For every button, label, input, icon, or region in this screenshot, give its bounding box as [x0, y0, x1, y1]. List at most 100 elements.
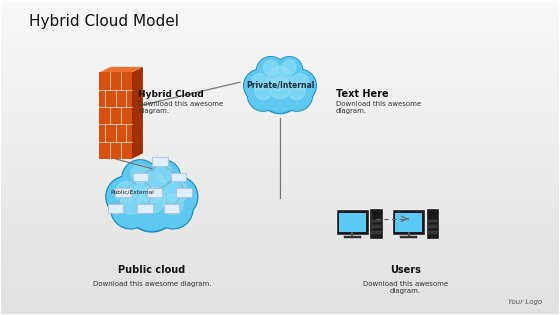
Circle shape: [107, 177, 146, 216]
Circle shape: [257, 57, 284, 85]
Circle shape: [245, 71, 275, 101]
Circle shape: [263, 60, 278, 75]
Circle shape: [128, 181, 176, 230]
FancyBboxPatch shape: [395, 213, 422, 232]
Circle shape: [259, 72, 301, 114]
Circle shape: [249, 80, 278, 110]
Circle shape: [163, 194, 183, 215]
Text: Text Here: Text Here: [336, 89, 388, 99]
FancyBboxPatch shape: [137, 204, 153, 213]
Circle shape: [277, 58, 302, 83]
Circle shape: [258, 61, 302, 106]
FancyBboxPatch shape: [428, 225, 437, 228]
Circle shape: [282, 80, 311, 110]
Circle shape: [284, 70, 316, 102]
FancyBboxPatch shape: [428, 231, 437, 234]
Circle shape: [112, 190, 150, 228]
FancyBboxPatch shape: [427, 209, 438, 238]
Circle shape: [122, 160, 158, 197]
FancyBboxPatch shape: [108, 204, 123, 213]
FancyBboxPatch shape: [371, 212, 372, 235]
FancyBboxPatch shape: [339, 213, 366, 232]
FancyBboxPatch shape: [171, 173, 186, 181]
Circle shape: [256, 60, 304, 107]
Circle shape: [120, 194, 141, 215]
Polygon shape: [132, 67, 143, 159]
Text: Public/External: Public/External: [110, 190, 154, 195]
Circle shape: [112, 190, 149, 227]
Text: Public cloud: Public cloud: [118, 265, 185, 275]
Circle shape: [284, 70, 315, 101]
Circle shape: [137, 172, 167, 202]
Circle shape: [131, 164, 150, 183]
Circle shape: [258, 62, 302, 106]
FancyBboxPatch shape: [372, 225, 381, 228]
Circle shape: [158, 177, 197, 216]
Circle shape: [155, 190, 192, 227]
Circle shape: [292, 74, 309, 90]
Text: Private/Internal: Private/Internal: [246, 81, 314, 89]
FancyBboxPatch shape: [393, 210, 424, 234]
Text: Download this awesome
diagram.: Download this awesome diagram.: [336, 101, 421, 114]
Circle shape: [155, 164, 172, 182]
Circle shape: [255, 83, 272, 100]
FancyBboxPatch shape: [371, 209, 382, 238]
Circle shape: [258, 58, 284, 84]
FancyBboxPatch shape: [372, 231, 381, 234]
Circle shape: [124, 166, 179, 221]
Text: Hybrid Cloud: Hybrid Cloud: [138, 90, 204, 99]
Polygon shape: [100, 67, 143, 72]
Text: Download this awesome
diagram.: Download this awesome diagram.: [138, 101, 223, 114]
FancyBboxPatch shape: [115, 188, 130, 197]
FancyBboxPatch shape: [427, 212, 428, 235]
Circle shape: [148, 161, 179, 193]
Circle shape: [123, 161, 157, 195]
FancyBboxPatch shape: [152, 158, 168, 166]
Text: Download this awesome
diagram.: Download this awesome diagram.: [363, 281, 448, 294]
Circle shape: [256, 57, 285, 86]
Circle shape: [116, 181, 137, 203]
Circle shape: [282, 81, 311, 110]
Circle shape: [154, 190, 192, 228]
Circle shape: [285, 71, 315, 101]
Circle shape: [288, 83, 305, 100]
Circle shape: [269, 77, 291, 99]
Circle shape: [248, 79, 279, 111]
Circle shape: [122, 164, 181, 224]
FancyBboxPatch shape: [344, 236, 361, 238]
FancyBboxPatch shape: [428, 220, 437, 222]
FancyBboxPatch shape: [400, 236, 417, 238]
Circle shape: [276, 57, 303, 84]
Text: Download this awesome diagram.: Download this awesome diagram.: [92, 281, 211, 287]
Circle shape: [167, 181, 188, 203]
Circle shape: [147, 161, 180, 193]
Text: Your Logo: Your Logo: [508, 299, 542, 305]
Circle shape: [244, 70, 276, 102]
FancyBboxPatch shape: [147, 188, 162, 197]
FancyBboxPatch shape: [100, 72, 132, 159]
Circle shape: [157, 176, 198, 217]
Circle shape: [158, 178, 197, 216]
FancyBboxPatch shape: [372, 220, 381, 222]
Circle shape: [245, 70, 276, 101]
Circle shape: [123, 161, 157, 195]
Circle shape: [138, 186, 165, 213]
Circle shape: [127, 181, 176, 231]
Circle shape: [281, 79, 312, 111]
Circle shape: [106, 176, 147, 217]
Circle shape: [146, 160, 181, 194]
Circle shape: [251, 74, 268, 90]
Text: Users: Users: [390, 265, 421, 275]
FancyBboxPatch shape: [133, 173, 148, 181]
FancyBboxPatch shape: [337, 210, 368, 234]
Circle shape: [260, 73, 300, 112]
Circle shape: [124, 166, 180, 222]
FancyBboxPatch shape: [176, 188, 192, 197]
Circle shape: [153, 189, 193, 229]
Text: Hybrid Cloud Model: Hybrid Cloud Model: [29, 14, 179, 29]
Circle shape: [249, 81, 278, 110]
Circle shape: [282, 60, 296, 74]
FancyBboxPatch shape: [164, 204, 179, 213]
Circle shape: [125, 179, 178, 232]
Circle shape: [108, 178, 146, 216]
